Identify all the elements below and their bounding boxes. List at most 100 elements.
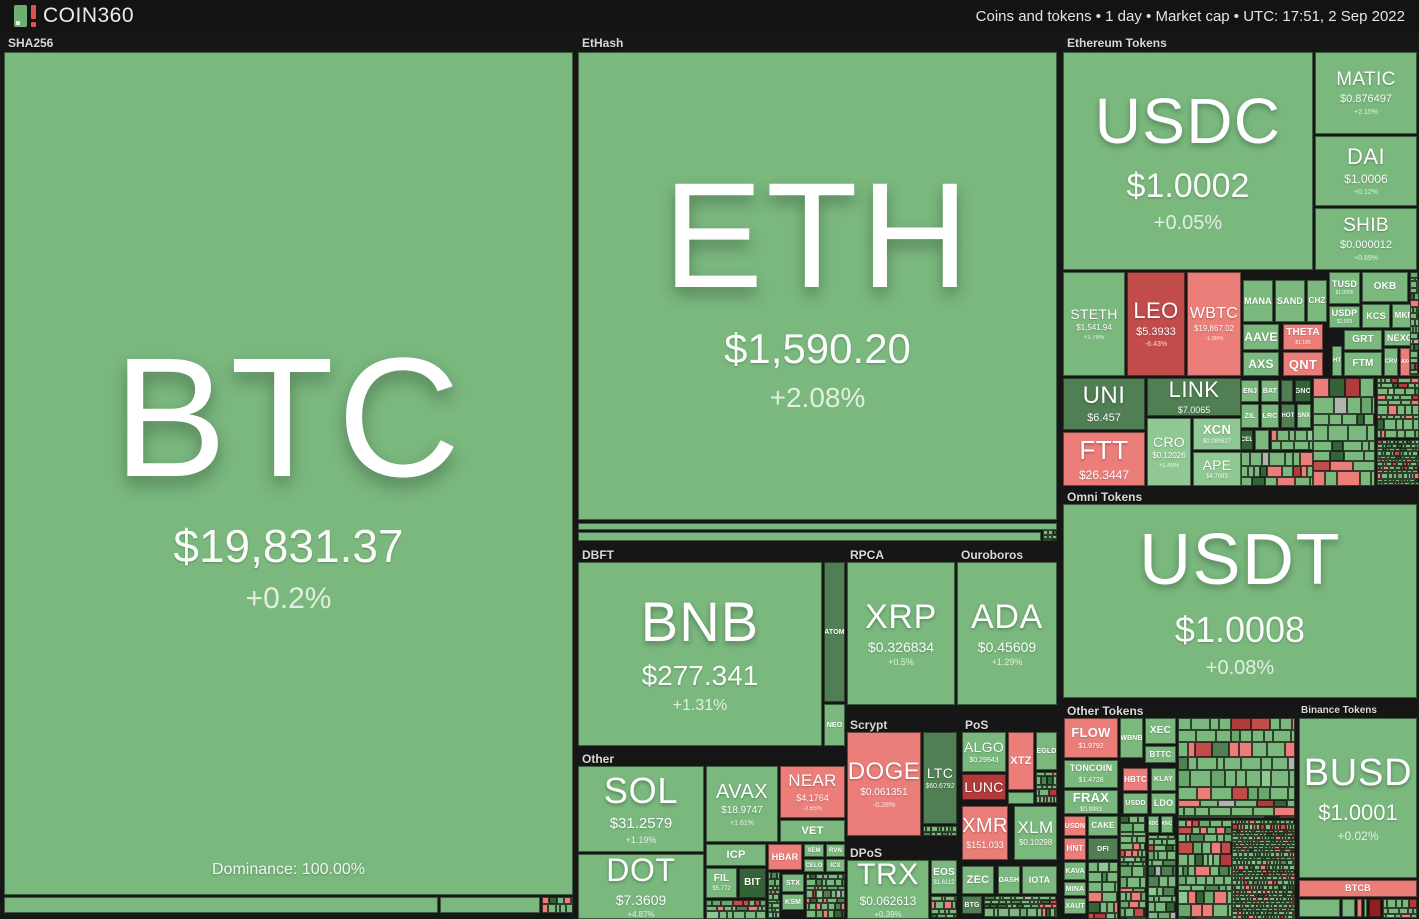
mosaic-cell[interactable] [1178, 834, 1186, 842]
mosaic-cell[interactable] [1253, 836, 1256, 840]
mosaic-cell[interactable] [1257, 800, 1274, 807]
mosaic-cell[interactable] [1284, 830, 1287, 833]
mosaic-cell[interactable] [1337, 471, 1360, 486]
mosaic-cell[interactable] [1377, 405, 1388, 415]
mosaic-cell[interactable] [748, 906, 758, 911]
mosaic-cell[interactable] [1241, 885, 1245, 890]
mosaic-cell[interactable] [1243, 852, 1248, 857]
mosaic-cell[interactable] [1259, 833, 1263, 836]
mosaic-cell[interactable] [1038, 900, 1041, 904]
mosaic-cell[interactable] [760, 900, 766, 906]
mosaic-cell[interactable] [768, 903, 772, 908]
mosaic-cell[interactable] [1250, 904, 1255, 908]
mosaic-cell[interactable] [1410, 300, 1419, 307]
mosaic-cell[interactable] [1328, 425, 1348, 441]
mosaic-cell[interactable] [1178, 827, 1192, 834]
mosaic-cell[interactable] [945, 826, 949, 832]
mosaic-cell[interactable] [1245, 820, 1249, 824]
cell-icp[interactable]: ICP [706, 844, 766, 866]
mosaic-cell[interactable] [1211, 842, 1221, 854]
mosaic-cell[interactable] [1264, 894, 1268, 897]
mosaic-cell[interactable] [1264, 830, 1268, 833]
mosaic-cell[interactable] [1383, 466, 1389, 470]
mosaic-cell[interactable] [1287, 800, 1295, 807]
mosaic-cell[interactable] [823, 910, 828, 918]
mosaic-cell[interactable] [1222, 820, 1232, 827]
mosaic-cell[interactable] [1281, 849, 1284, 852]
mosaic-cell[interactable] [1178, 866, 1183, 876]
mosaic-cell[interactable] [1040, 796, 1044, 803]
mosaic-cell[interactable] [1288, 846, 1295, 849]
mosaic-cell[interactable] [1286, 857, 1292, 860]
mosaic-cell[interactable] [1219, 885, 1226, 891]
mosaic-cell[interactable] [955, 896, 957, 901]
mosaic-cell[interactable] [1273, 880, 1277, 885]
mosaic-cell[interactable] [1088, 862, 1098, 872]
mosaic-cell[interactable] [810, 898, 817, 903]
mosaic-cell[interactable] [1148, 845, 1154, 851]
mosaic-cell[interactable] [1410, 272, 1418, 278]
mosaic-cell[interactable] [1271, 846, 1274, 849]
mosaic-cell[interactable] [721, 900, 733, 906]
mosaic-cell[interactable] [946, 914, 954, 918]
mosaic-cell[interactable] [1279, 897, 1282, 901]
mosaic-cell[interactable] [1190, 770, 1211, 787]
mosaic-cell[interactable] [1287, 908, 1290, 911]
cell-btcb[interactable]: BTCB [1299, 880, 1417, 897]
mosaic-cell[interactable] [1265, 824, 1271, 830]
mosaic-cell[interactable] [1377, 451, 1382, 456]
mosaic-cell[interactable] [1401, 466, 1404, 470]
cell-ltc[interactable]: LTC $60.6792 [923, 732, 957, 824]
mosaic-cell[interactable] [1218, 800, 1235, 807]
mosaic-cell[interactable] [1345, 378, 1360, 397]
mosaic-cell[interactable] [1415, 482, 1419, 485]
mosaic-cell[interactable] [1178, 820, 1186, 827]
mosaic-cell[interactable] [931, 896, 942, 901]
mosaic-cell[interactable] [1239, 820, 1242, 824]
mosaic-cell[interactable] [1236, 820, 1239, 824]
mosaic-cell[interactable] [1131, 892, 1141, 901]
mosaic-cell[interactable] [1407, 462, 1410, 466]
mosaic-cell[interactable] [923, 826, 926, 832]
mosaic-cell[interactable] [1287, 897, 1290, 901]
mosaic-cell[interactable] [1036, 776, 1041, 785]
mosaic-cell[interactable] [1252, 730, 1264, 742]
mosaic-cell[interactable] [1388, 405, 1397, 415]
mosaic-cell[interactable] [1043, 539, 1051, 541]
mosaic-cell[interactable] [1051, 539, 1057, 541]
mosaic-cell[interactable] [1271, 857, 1276, 860]
mosaic-cell[interactable] [1264, 820, 1268, 824]
mosaic-cell[interactable] [1219, 718, 1231, 730]
mosaic-cell[interactable] [1115, 882, 1118, 892]
mosaic-cell[interactable] [1281, 843, 1286, 846]
mosaic-cell[interactable] [732, 906, 736, 911]
mosaic-cell[interactable] [1133, 862, 1143, 866]
mosaic-cell[interactable] [1012, 904, 1017, 908]
mosaic-cell[interactable] [1388, 908, 1399, 914]
mosaic-cell[interactable] [1271, 824, 1274, 830]
mosaic-cell[interactable] [1030, 900, 1034, 904]
mosaic-cell[interactable] [1276, 865, 1280, 870]
mosaic-cell[interactable] [706, 900, 712, 906]
mosaic-cell[interactable] [768, 890, 771, 894]
mosaic-cell[interactable] [1398, 383, 1408, 388]
cell-kava[interactable]: KAVA [1064, 862, 1086, 880]
mosaic-cell[interactable] [1264, 836, 1267, 840]
mosaic-cell[interactable] [1242, 836, 1248, 840]
mosaic-cell[interactable] [724, 906, 732, 911]
mosaic-cell[interactable] [1389, 466, 1395, 470]
cell-fil[interactable]: FIL $5.772 [706, 868, 737, 898]
mosaic-cell[interactable] [1261, 830, 1264, 833]
mosaic-cell[interactable] [1353, 461, 1375, 471]
mosaic-cell[interactable] [952, 901, 956, 909]
mosaic-cell[interactable] [1278, 830, 1284, 833]
mosaic-cell[interactable] [1244, 824, 1249, 830]
mosaic-cell[interactable] [1256, 870, 1262, 873]
mosaic-cell[interactable] [1216, 730, 1231, 742]
mosaic-cell[interactable] [1232, 852, 1238, 857]
mosaic-cell[interactable] [1275, 836, 1281, 840]
mosaic-cell[interactable] [1282, 885, 1287, 890]
mosaic-cell[interactable] [776, 912, 780, 918]
mosaic-cell[interactable] [1202, 842, 1211, 854]
mosaic-cell[interactable] [1248, 852, 1254, 857]
